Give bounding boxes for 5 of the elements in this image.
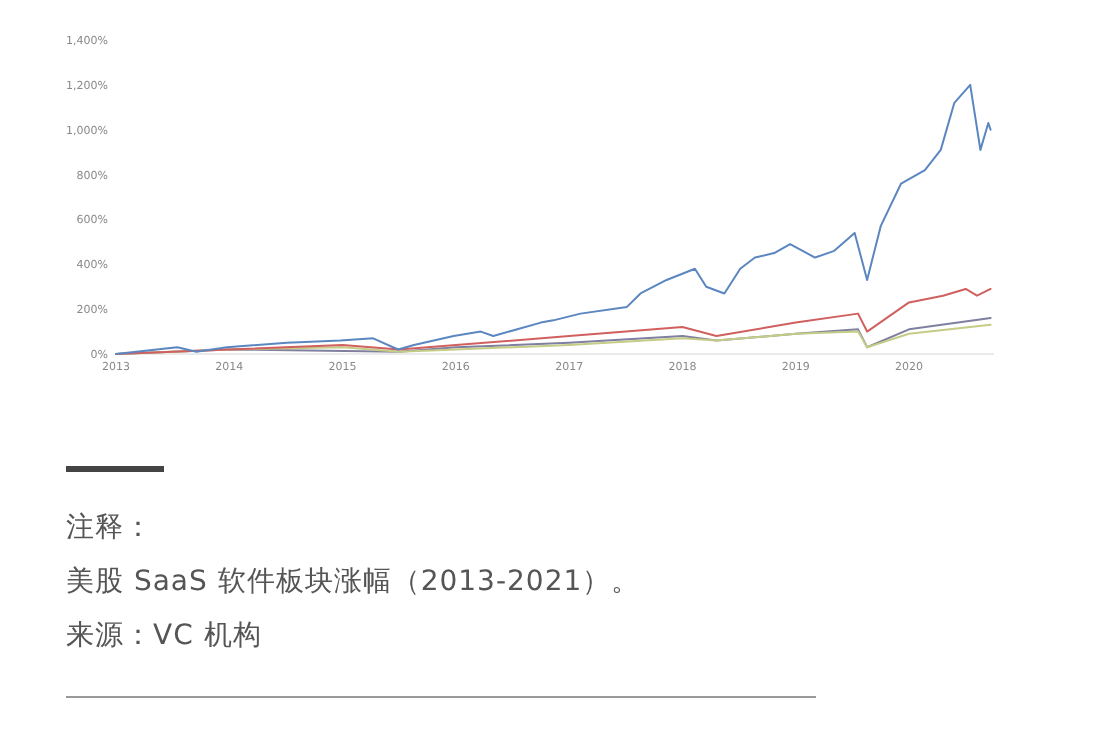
- source-note: 来源：VC 机构: [66, 620, 262, 652]
- line-series: [115, 287, 992, 355]
- line-series: [115, 83, 992, 355]
- text: 注释：: [66, 512, 153, 544]
- text: 美股 SaaS 软件板块涨幅（2013-2021）。: [66, 566, 641, 598]
